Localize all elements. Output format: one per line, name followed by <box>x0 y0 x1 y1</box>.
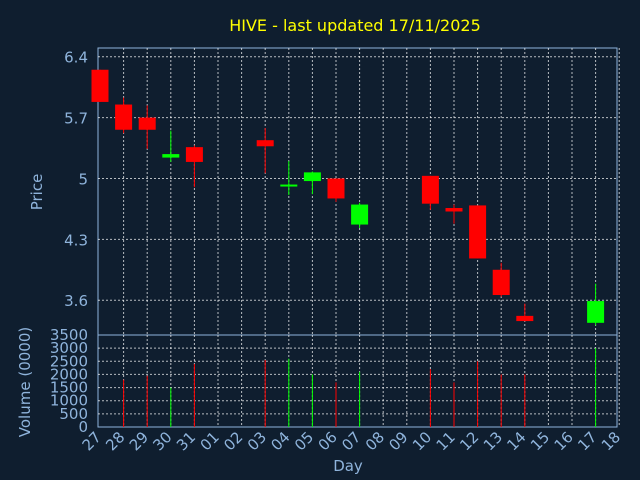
day-tick-label: 31 <box>173 428 199 454</box>
day-tick-label: 30 <box>149 428 175 454</box>
candle-body <box>280 184 298 187</box>
volume-tick-label: 1500 <box>50 379 88 397</box>
price-tick-label: 3.6 <box>64 292 88 310</box>
candle-body <box>351 204 369 225</box>
candle-11 <box>445 204 463 224</box>
candle-body <box>445 208 463 212</box>
candle-body <box>516 315 534 322</box>
day-tick-label: 29 <box>126 428 152 454</box>
candle-10 <box>421 175 439 210</box>
price-axis: 6.4 5.7 5 4.3 3.6 <box>64 49 88 311</box>
day-tick-label: 01 <box>197 428 223 454</box>
day-tick-label: 18 <box>598 428 624 454</box>
candle-27 <box>91 69 109 102</box>
candle-body <box>256 140 274 147</box>
candle-body <box>162 154 180 158</box>
candle-12 <box>469 205 487 259</box>
price-axis-label: Price <box>28 174 46 211</box>
price-tick-label: 5 <box>78 170 88 188</box>
day-tick-label: 11 <box>433 428 459 454</box>
price-panel: 6.4 5.7 5 4.3 3.6 Price <box>28 47 620 336</box>
day-axis: 2728293031010203040506070809101112131415… <box>79 428 624 454</box>
day-tick-label: 15 <box>527 428 553 454</box>
candles <box>91 69 605 326</box>
price-tick-label: 5.7 <box>64 110 88 128</box>
chart-title: HIVE - last updated 17/11/2025 <box>229 16 481 35</box>
volume-tick-label: 0 <box>78 418 88 436</box>
day-axis-label: Day <box>333 457 363 475</box>
candle-body <box>421 175 439 204</box>
candle-body <box>185 147 203 162</box>
candle-body <box>91 69 109 102</box>
volume-grid <box>98 335 620 427</box>
candle-31 <box>185 145 203 188</box>
candle-14 <box>516 303 534 322</box>
day-tick-label: 04 <box>267 428 293 454</box>
candle-body <box>303 172 321 182</box>
volume-panel-frame <box>97 334 618 428</box>
day-tick-label: 14 <box>503 428 529 454</box>
volume-axis-label: Volume (0000) <box>16 327 34 437</box>
candle-body <box>469 205 487 259</box>
day-tick-label: 05 <box>291 428 317 454</box>
price-grid <box>98 48 620 335</box>
day-tick-label: 13 <box>480 428 506 454</box>
volume-tick-label: 2500 <box>50 352 88 370</box>
volume-tick-label: 500 <box>59 405 88 423</box>
day-tick-label: 16 <box>551 428 577 454</box>
volume-tick-label: 3000 <box>50 339 88 357</box>
candle-17 <box>587 283 605 326</box>
day-tick-label: 08 <box>362 428 388 454</box>
day-tick-label: 12 <box>456 428 482 454</box>
candle-05 <box>303 171 321 195</box>
day-tick-label: 17 <box>574 428 600 454</box>
day-tick-label: 02 <box>220 428 246 454</box>
day-tick-label: 10 <box>409 428 435 454</box>
volume-tick-label: 2000 <box>50 365 88 383</box>
day-tick-label: 03 <box>244 428 270 454</box>
volume-tick-label: 3500 <box>50 326 88 344</box>
candle-30 <box>162 130 180 162</box>
day-tick-label: 09 <box>385 428 411 454</box>
candle-29 <box>138 105 156 149</box>
day-tick-label: 06 <box>315 428 341 454</box>
candle-13 <box>492 262 510 297</box>
candle-body <box>587 301 605 323</box>
candle-07 <box>351 202 369 229</box>
candle-body <box>327 178 345 199</box>
volume-tick-label: 1000 <box>50 392 88 410</box>
candle-body <box>115 104 133 130</box>
price-tick-label: 4.3 <box>64 231 88 249</box>
price-panel-frame <box>97 47 618 336</box>
day-tick-label: 28 <box>102 428 128 454</box>
price-tick-label: 6.4 <box>64 49 88 67</box>
day-tick-label: 07 <box>338 428 364 454</box>
candle-06 <box>327 178 345 202</box>
volume-bars <box>123 348 597 427</box>
candle-04 <box>280 161 298 195</box>
candle-03 <box>256 128 274 174</box>
candle-28 <box>115 97 133 134</box>
candle-body <box>138 117 156 130</box>
candle-body <box>492 269 510 295</box>
